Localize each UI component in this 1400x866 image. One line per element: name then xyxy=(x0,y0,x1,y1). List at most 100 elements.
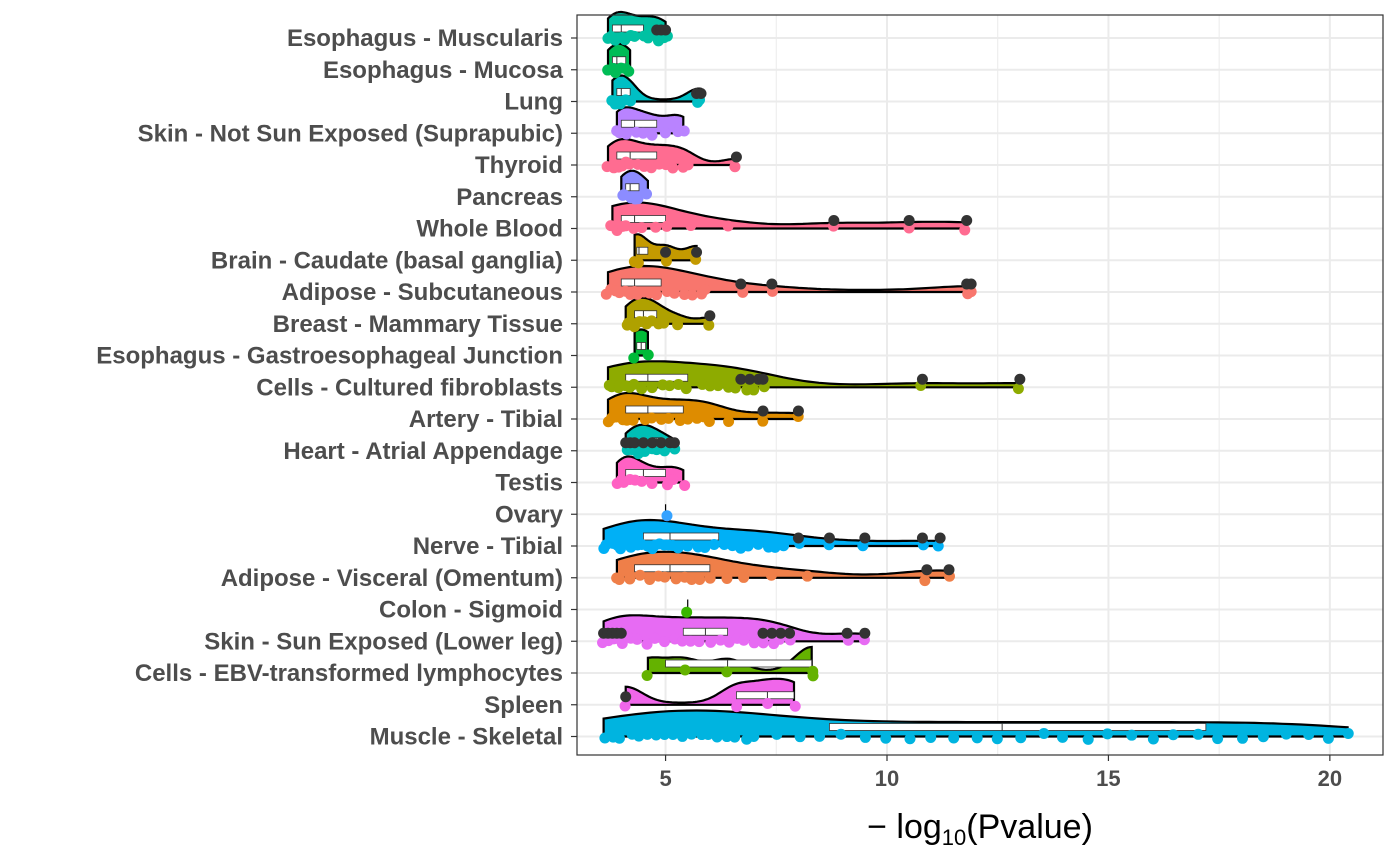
data-point xyxy=(723,636,735,648)
outlier-point xyxy=(965,278,977,290)
outlier-point xyxy=(823,532,835,544)
data-point xyxy=(685,220,697,232)
data-point xyxy=(613,732,625,744)
y-tick-label: Muscle - Skeletal xyxy=(370,724,563,751)
box-iqr xyxy=(625,183,640,192)
box-iqr xyxy=(665,659,813,668)
data-point xyxy=(1303,728,1315,740)
outlier-point xyxy=(757,373,769,385)
y-tick-label: Esophagus - Muscularis xyxy=(287,25,563,52)
data-point xyxy=(682,159,694,171)
data-point xyxy=(1167,729,1179,741)
data-point xyxy=(661,510,673,522)
x-axis-ticks: 5 10 15 20 xyxy=(659,755,1342,791)
data-point xyxy=(636,222,648,234)
data-point xyxy=(807,665,819,677)
data-point xyxy=(676,635,688,647)
boxplots xyxy=(612,24,1207,731)
data-point xyxy=(650,729,662,741)
y-tick-label: Skin - Not Sun Exposed (Suprapubic) xyxy=(138,120,563,147)
data-point xyxy=(1192,728,1204,740)
outlier-point xyxy=(660,24,672,36)
outlier-point xyxy=(766,278,778,290)
data-point xyxy=(678,125,690,137)
data-point xyxy=(667,162,679,174)
data-point xyxy=(778,540,790,552)
data-point xyxy=(715,634,727,646)
data-point xyxy=(1038,728,1050,740)
data-point xyxy=(637,127,649,139)
data-point xyxy=(748,731,760,743)
data-point xyxy=(729,161,741,173)
outlier-point xyxy=(660,246,672,258)
outlier-point xyxy=(792,405,804,417)
y-tick-label: Whole Blood xyxy=(416,216,563,243)
density-cloud xyxy=(611,74,703,103)
outlier-point xyxy=(735,373,747,385)
y-tick-label: Spleen xyxy=(484,692,563,719)
data-point xyxy=(670,573,682,585)
data-point xyxy=(646,478,658,490)
outlier-point xyxy=(828,215,840,226)
x-tick-label: 5 xyxy=(659,766,671,791)
data-point xyxy=(721,731,733,743)
data-point xyxy=(668,287,680,299)
data-point xyxy=(660,255,672,267)
data-point xyxy=(742,540,754,552)
outlier-point xyxy=(691,246,703,258)
data-point xyxy=(738,634,750,646)
data-point xyxy=(650,221,662,233)
data-point xyxy=(1257,731,1269,743)
data-point xyxy=(672,542,684,554)
data-point xyxy=(681,606,693,618)
data-point xyxy=(704,572,716,584)
outlier-point xyxy=(629,437,641,449)
data-point xyxy=(623,158,635,170)
data-point xyxy=(1082,733,1094,745)
data-point xyxy=(711,731,723,743)
data-point xyxy=(649,632,661,644)
data-point xyxy=(859,731,871,743)
box-iqr xyxy=(636,246,649,255)
outlier-point xyxy=(615,627,627,639)
data-point xyxy=(712,380,724,392)
y-tick-label: Cells - Cultured fibroblasts xyxy=(256,374,563,401)
data-point xyxy=(1012,383,1024,395)
x-tick-label: 20 xyxy=(1318,766,1342,791)
data-point xyxy=(959,224,971,236)
outlier-point xyxy=(646,437,658,449)
data-point xyxy=(789,700,801,712)
outlier-point xyxy=(655,437,667,449)
y-tick-label: Colon - Sigmoid xyxy=(379,597,563,624)
data-point xyxy=(628,352,640,364)
data-point xyxy=(682,413,694,425)
data-point xyxy=(718,539,730,551)
y-tick-label: Breast - Mammary Tissue xyxy=(273,311,563,338)
x-axis-title-subscript: 10 xyxy=(942,825,966,850)
data-point xyxy=(738,571,750,583)
data-point xyxy=(613,573,625,585)
data-point xyxy=(651,289,663,301)
box-iqr xyxy=(625,405,684,414)
data-point xyxy=(680,383,692,395)
data-point xyxy=(627,414,639,426)
data-point xyxy=(814,730,826,742)
data-point xyxy=(632,257,644,269)
data-point xyxy=(1101,728,1113,740)
data-point xyxy=(757,637,769,649)
outlier-point xyxy=(730,151,742,163)
box-iqr xyxy=(620,119,658,128)
data-point xyxy=(667,474,679,486)
data-point xyxy=(971,732,983,744)
outlier-point xyxy=(704,310,716,322)
density-cloud xyxy=(602,614,866,643)
data-point xyxy=(729,731,741,743)
outlier-point xyxy=(943,564,955,576)
box-iqr xyxy=(612,56,627,65)
y-tick-label: Cells - EBV-transformed lymphocytes xyxy=(135,660,563,687)
x-axis-title-argument: (Pvalue) xyxy=(966,808,1093,846)
data-point xyxy=(679,479,691,491)
data-point xyxy=(801,570,813,582)
data-point xyxy=(731,701,743,713)
